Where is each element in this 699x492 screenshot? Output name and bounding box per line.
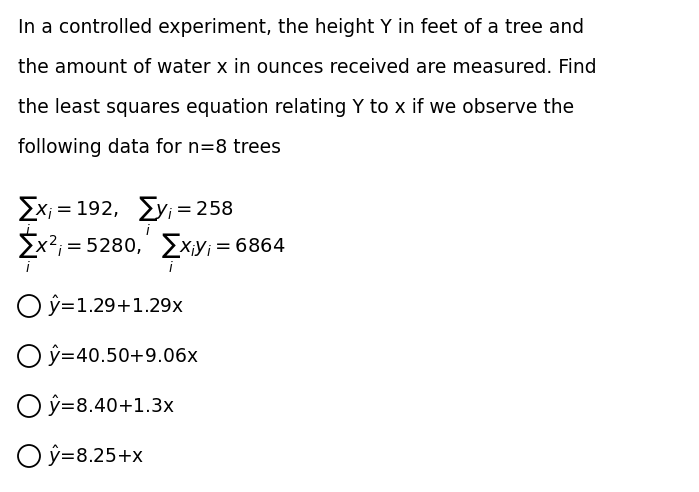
Text: $\hat{y}$=1.29+1.29x: $\hat{y}$=1.29+1.29x	[48, 293, 185, 319]
Text: the least squares equation relating Y to x if we observe the: the least squares equation relating Y to…	[18, 98, 574, 117]
Text: In a controlled experiment, the height Y in feet of a tree and: In a controlled experiment, the height Y…	[18, 18, 584, 37]
Text: $\sum_i x^2{}_i = 5280, \;\;\; \sum_i x_i y_i = 6864$: $\sum_i x^2{}_i = 5280, \;\;\; \sum_i x_…	[18, 232, 285, 275]
Text: $\hat{y}$=8.25+x: $\hat{y}$=8.25+x	[48, 443, 144, 469]
Text: $\hat{y}$=40.50+9.06x: $\hat{y}$=40.50+9.06x	[48, 343, 199, 369]
Text: the amount of water x in ounces received are measured. Find: the amount of water x in ounces received…	[18, 58, 597, 77]
Text: $\hat{y}$=8.40+1.3x: $\hat{y}$=8.40+1.3x	[48, 393, 175, 419]
Text: $\sum_i x_i = 192, \;\;\; \sum_i y_i = 258$: $\sum_i x_i = 192, \;\;\; \sum_i y_i = 2…	[18, 195, 233, 238]
Text: following data for n=8 trees: following data for n=8 trees	[18, 138, 281, 157]
